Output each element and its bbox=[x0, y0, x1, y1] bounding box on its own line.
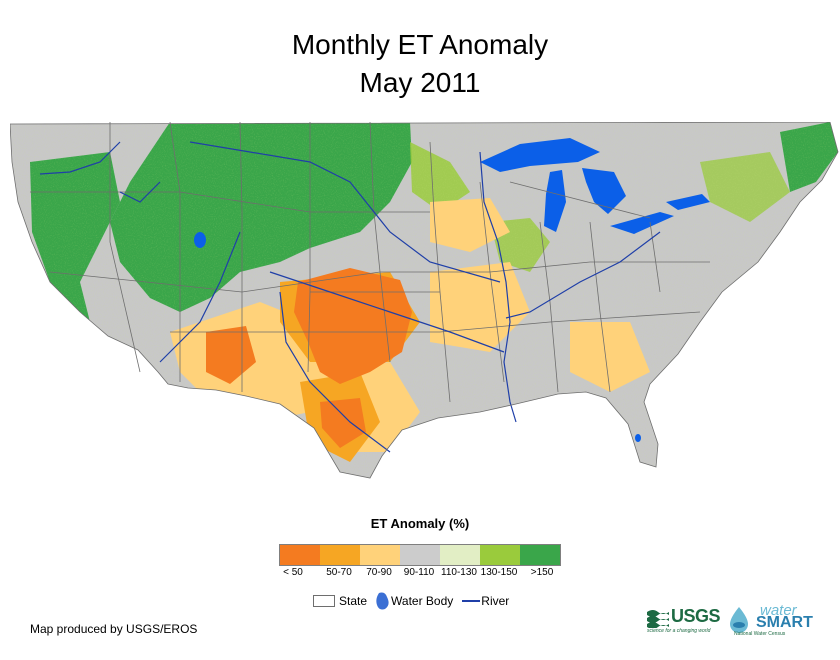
usgs-wave-icon bbox=[647, 610, 669, 628]
anomaly-region-lt50-southwest bbox=[206, 326, 256, 384]
lake-okeechobee bbox=[635, 434, 641, 442]
legend-label-lt50: < 50 bbox=[283, 567, 303, 578]
legend-key-water-body: Water Body bbox=[375, 591, 453, 611]
legend-key-river-label: River bbox=[481, 594, 510, 608]
river-snake bbox=[119, 181, 161, 203]
state-boundaries bbox=[30, 122, 710, 403]
legend-swatch-lt50 bbox=[280, 545, 320, 565]
usgs-wordmark: USGS bbox=[671, 606, 721, 626]
river-columbia bbox=[39, 141, 121, 175]
legend-label-50-70: 50-70 bbox=[326, 567, 352, 578]
lake-ontario bbox=[666, 194, 710, 210]
anomaly-speckle-texture bbox=[10, 122, 838, 478]
anomaly-region-70-90-south bbox=[430, 262, 530, 352]
anomaly-region-lt50-texas bbox=[320, 398, 366, 448]
river-line-icon bbox=[462, 600, 481, 602]
anomaly-region-70-90-southeast bbox=[570, 322, 650, 392]
legend-key-water-body-label: Water Body bbox=[391, 594, 454, 608]
watersmart-logo: water SMART National Water Census bbox=[724, 602, 816, 638]
lake-michigan bbox=[544, 170, 566, 232]
legend-swatch-gt150 bbox=[520, 545, 560, 565]
river-missouri bbox=[189, 141, 501, 283]
state-swatch-icon bbox=[313, 595, 335, 607]
lake-huron bbox=[582, 168, 626, 214]
legend-swatch-70-90 bbox=[360, 545, 400, 565]
lake-superior bbox=[480, 138, 600, 172]
great-lakes bbox=[194, 138, 710, 442]
legend-swatch-90-110 bbox=[400, 545, 440, 565]
water-body-icon bbox=[376, 592, 389, 610]
river-arkansas bbox=[269, 271, 505, 353]
legend-label-gt150: >150 bbox=[530, 567, 554, 578]
river-mississippi bbox=[479, 151, 517, 423]
usgs-tagline: science for a changing world bbox=[647, 628, 711, 634]
anomaly-region-70-90-midwest bbox=[430, 198, 510, 252]
river-ohio bbox=[505, 231, 661, 319]
river-rio-grande bbox=[279, 291, 391, 453]
legend-swatch-130-150 bbox=[480, 545, 520, 565]
water-drop-globe-icon bbox=[730, 607, 748, 633]
usgs-logo: USGS science for a changing world bbox=[647, 606, 721, 636]
watersmart-water-text: water bbox=[760, 602, 797, 619]
legend-class-labels: < 50 50-70 70-90 90-110 110-130 130-150 … bbox=[279, 567, 565, 581]
map-credit: Map produced by USGS/EROS bbox=[30, 622, 198, 636]
legend-label-130-150: 130-150 bbox=[480, 567, 518, 578]
us-coastline bbox=[10, 122, 839, 479]
rivers bbox=[39, 141, 661, 453]
lake-erie bbox=[610, 212, 674, 234]
legend-color-bar bbox=[279, 544, 561, 566]
legend-key-state-label: State bbox=[339, 594, 368, 608]
legend-label-110-130: 110-130 bbox=[441, 567, 477, 578]
great-salt-lake bbox=[194, 232, 206, 248]
map-subtitle-date: May 2011 bbox=[359, 67, 481, 98]
legend-title: ET Anomaly (%) bbox=[370, 516, 470, 531]
legend-key-river: River bbox=[461, 594, 509, 608]
legend-swatch-110-130 bbox=[440, 545, 480, 565]
legend-symbol-keys: State Water Body River bbox=[313, 592, 517, 610]
legend-key-state: State bbox=[313, 594, 367, 608]
watersmart-tagline: National Water Census bbox=[734, 631, 786, 637]
legend-label-70-90: 70-90 bbox=[366, 567, 392, 578]
et-anomaly-map bbox=[10, 122, 839, 479]
watersmart-smart-text: SMART bbox=[756, 614, 813, 631]
legend-label-90-110: 90-110 bbox=[403, 567, 435, 578]
legend-swatch-50-70 bbox=[320, 545, 360, 565]
river-colorado bbox=[159, 231, 241, 363]
map-title: Monthly ET Anomaly bbox=[291, 29, 549, 60]
